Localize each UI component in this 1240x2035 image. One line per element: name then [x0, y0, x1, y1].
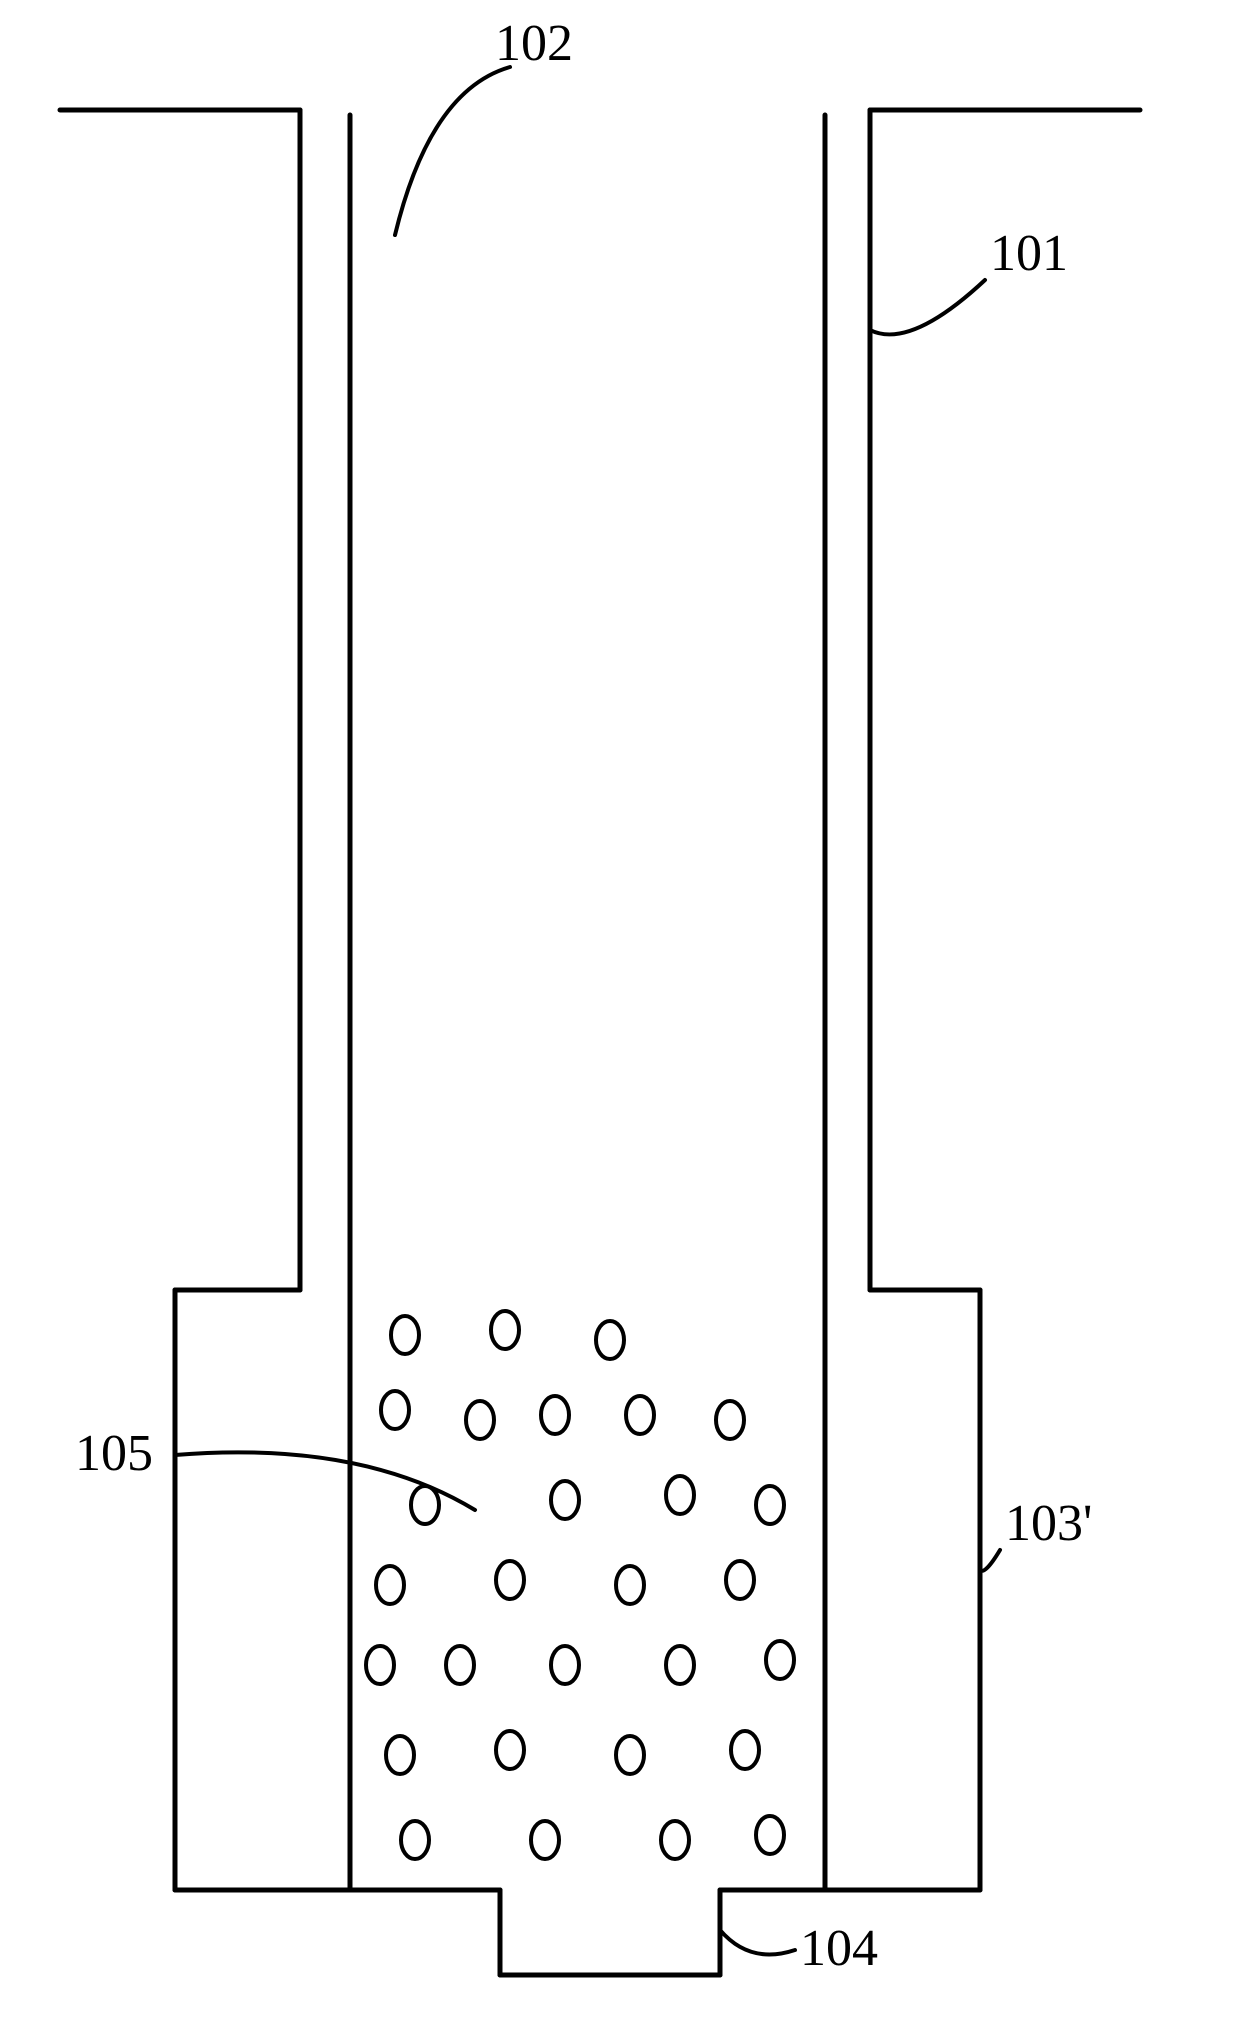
bubble — [466, 1401, 494, 1439]
bubble — [386, 1736, 414, 1774]
bubble — [496, 1731, 524, 1769]
bubble — [551, 1481, 579, 1519]
leader-line — [175, 1452, 475, 1510]
bubble — [716, 1401, 744, 1439]
bubble — [496, 1561, 524, 1599]
callout-label: 102 — [495, 15, 573, 72]
leader-line — [720, 1930, 795, 1955]
bubbles-group — [366, 1311, 794, 1859]
bubble — [491, 1311, 519, 1349]
bubble — [366, 1646, 394, 1684]
bubble — [391, 1316, 419, 1354]
bubble — [551, 1646, 579, 1684]
bubble — [756, 1486, 784, 1524]
bubble — [616, 1736, 644, 1774]
leader-line — [395, 67, 510, 235]
callout-label: 103' — [1005, 1495, 1092, 1552]
bubble — [446, 1646, 474, 1684]
leader-line — [870, 280, 985, 334]
bubble — [401, 1821, 429, 1859]
bubble — [376, 1566, 404, 1604]
callout-label: 104 — [800, 1920, 878, 1977]
bubble — [411, 1486, 439, 1524]
bubble — [766, 1641, 794, 1679]
bubble — [661, 1821, 689, 1859]
callout-label: 105 — [75, 1425, 153, 1482]
bubble — [596, 1321, 624, 1359]
bubble — [666, 1646, 694, 1684]
callout-label: 101 — [990, 225, 1068, 282]
bubble — [626, 1396, 654, 1434]
bubble — [531, 1821, 559, 1859]
bubble — [541, 1396, 569, 1434]
bubble — [666, 1476, 694, 1514]
bubble — [731, 1731, 759, 1769]
bubble — [381, 1391, 409, 1429]
leader-line — [980, 1550, 1000, 1571]
bubble — [756, 1816, 784, 1854]
bubble — [726, 1561, 754, 1599]
bubble — [616, 1566, 644, 1604]
